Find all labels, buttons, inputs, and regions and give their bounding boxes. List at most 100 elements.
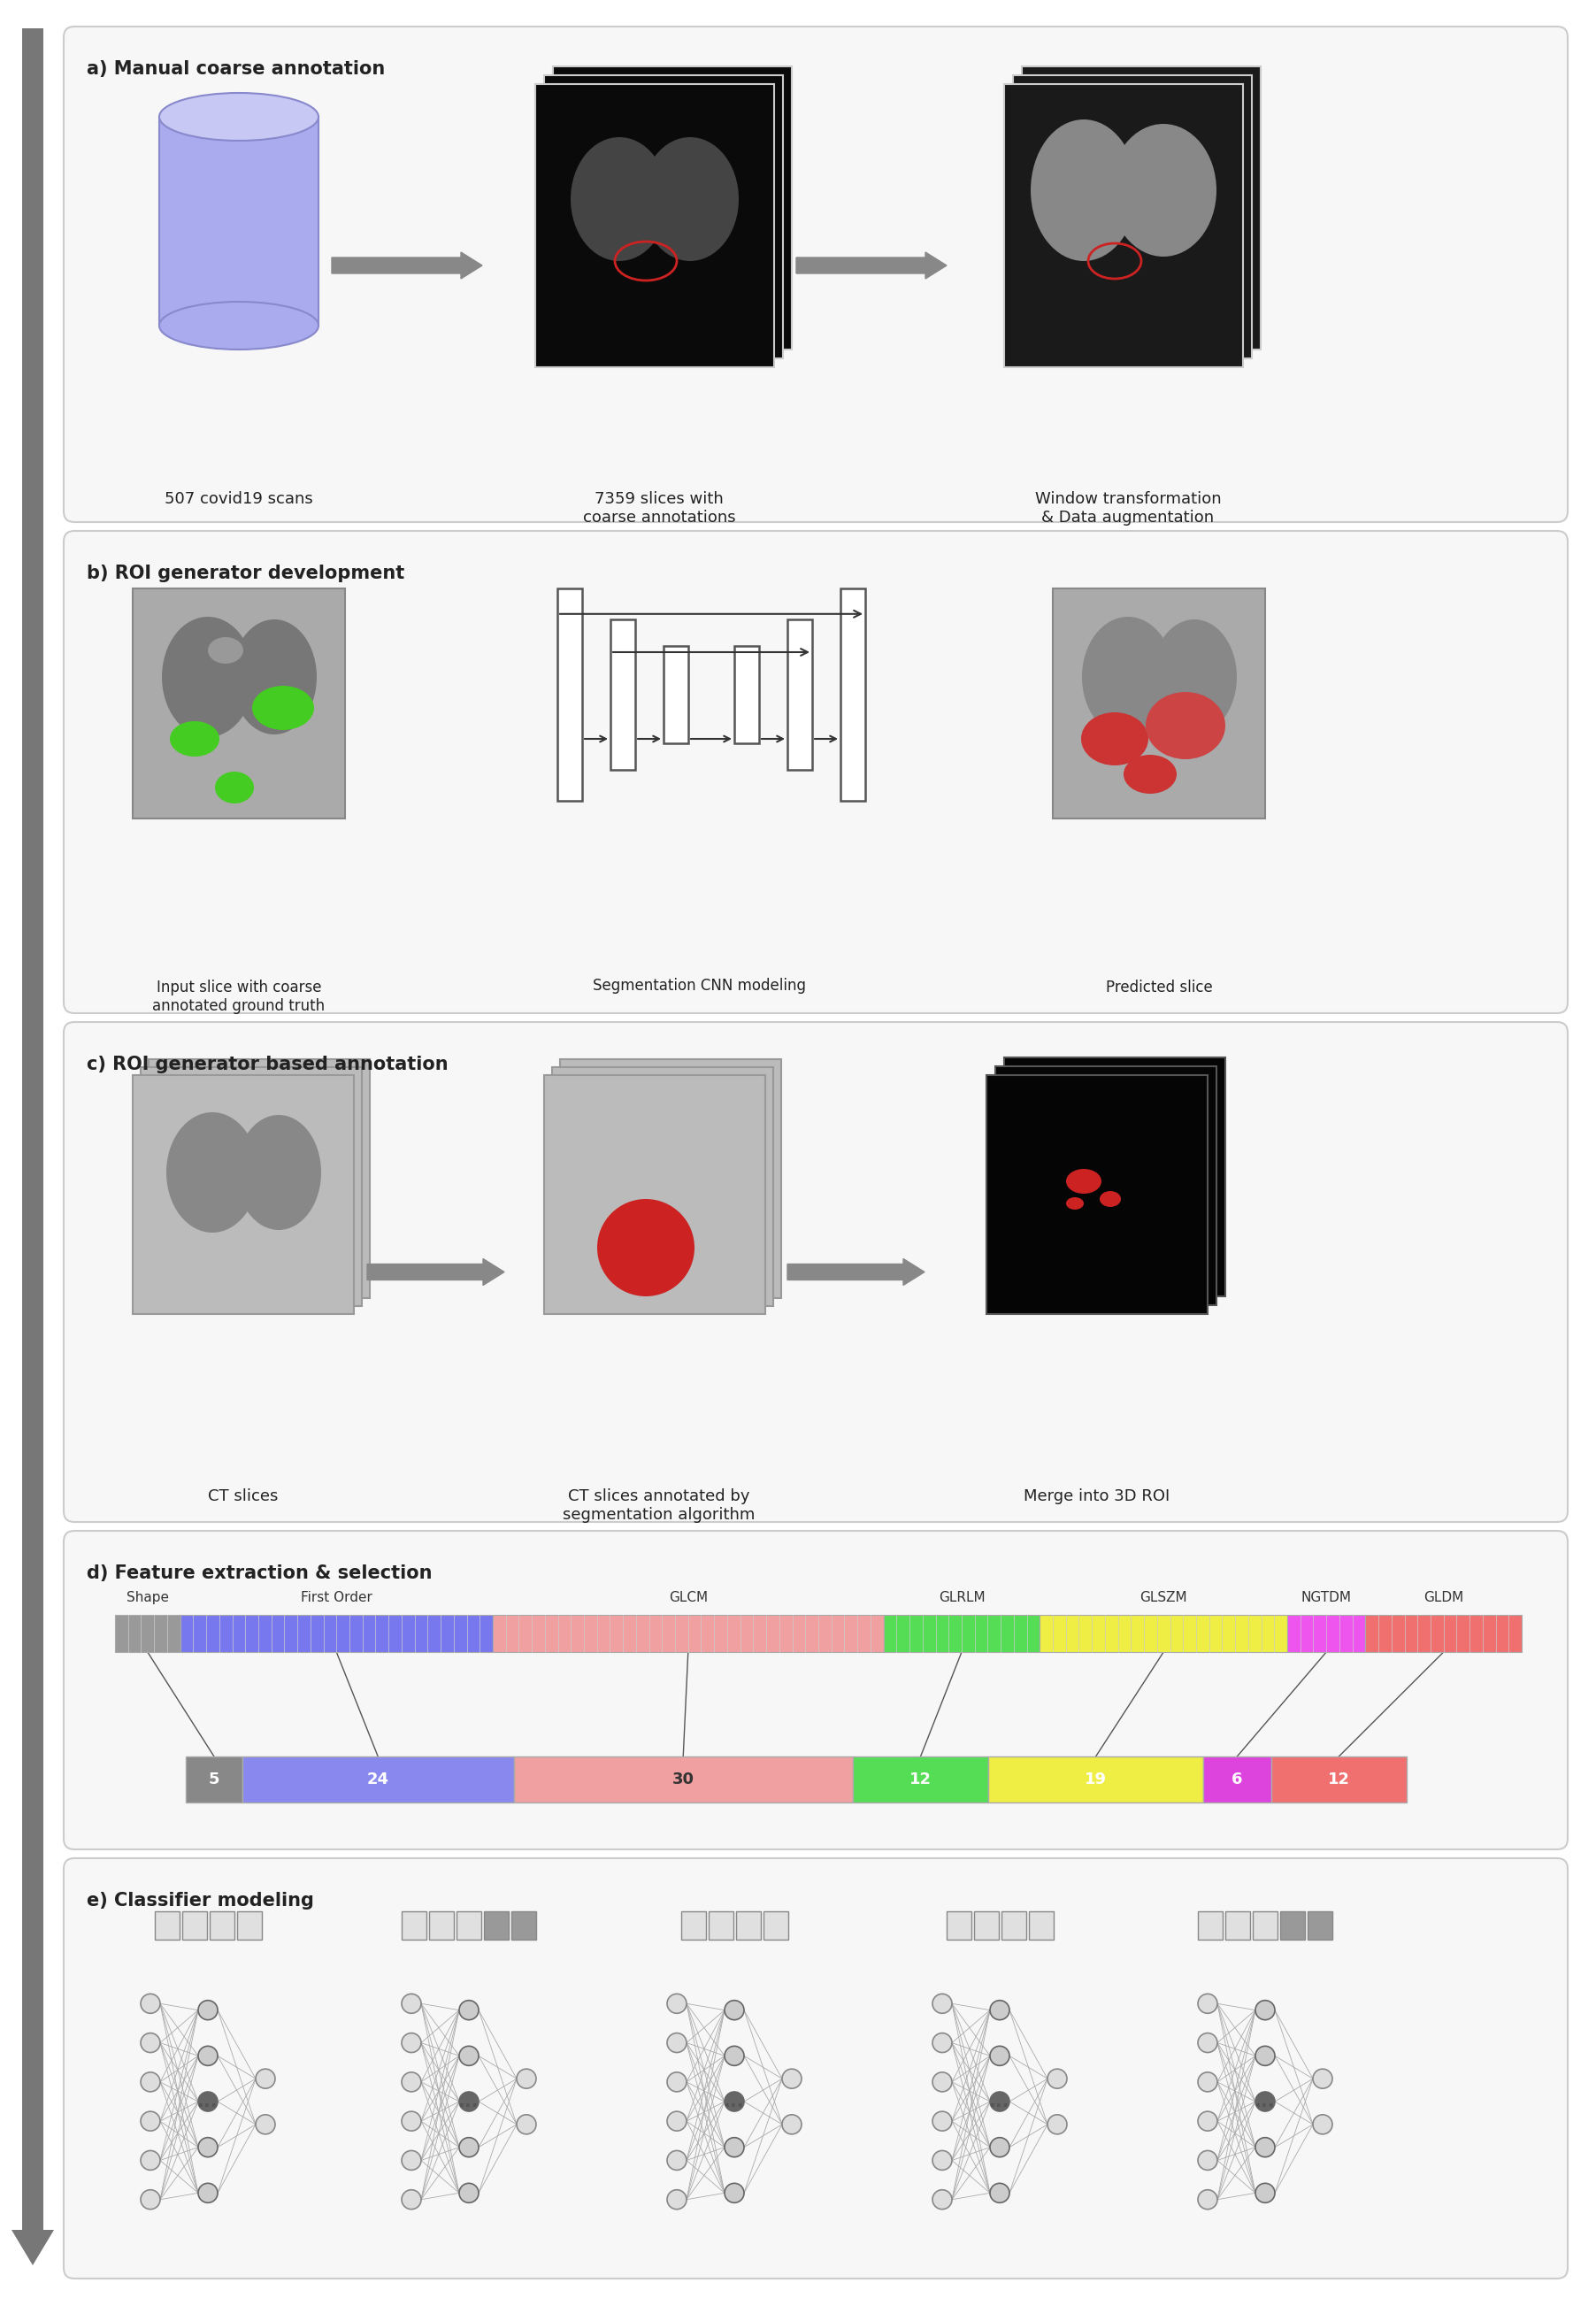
Circle shape [460,1999,479,2020]
Bar [402,1912,426,1940]
Circle shape [460,2183,479,2204]
Bar [884,1615,1039,1652]
Text: CT slices annotated by
segmentation algorithm: CT slices annotated by segmentation algo… [563,1489,755,1524]
Circle shape [725,1999,744,2020]
Circle shape [1199,2073,1218,2091]
Circle shape [932,2034,951,2052]
Text: First Order: First Order [300,1590,372,1604]
Bar [514,1756,852,1802]
Ellipse shape [1111,124,1216,257]
Bar [132,588,345,818]
Ellipse shape [597,1200,694,1296]
Bar [552,67,792,349]
Circle shape [782,2068,801,2089]
Text: e) Classifier modeling: e) Classifier modeling [86,1891,314,1910]
Bar [787,620,812,770]
Ellipse shape [642,138,739,262]
Ellipse shape [160,301,319,349]
Ellipse shape [231,620,316,735]
Bar [557,588,583,800]
Bar [560,1059,780,1298]
Ellipse shape [215,772,254,804]
Text: 30: 30 [672,1772,694,1788]
Circle shape [1047,2068,1068,2089]
Circle shape [460,2137,479,2158]
Circle shape [255,2068,275,2089]
Bar [544,76,784,358]
Circle shape [1256,2091,1275,2112]
Bar [1253,1912,1277,1940]
Polygon shape [332,253,482,278]
Bar [22,28,43,2229]
Bar [180,1615,493,1652]
Text: NGTDM: NGTDM [1301,1590,1352,1604]
Text: 19: 19 [1085,1772,1108,1788]
Ellipse shape [169,722,219,756]
Circle shape [140,1995,160,2013]
Bar [535,85,774,368]
Circle shape [990,2045,1009,2066]
Circle shape [725,2137,744,2158]
Bar [988,1756,1203,1802]
Circle shape [1256,1999,1275,2020]
Bar [132,1075,354,1314]
Circle shape [1314,2068,1333,2089]
Bar [1366,1615,1521,1652]
Ellipse shape [1082,616,1175,738]
Bar [841,588,865,800]
Circle shape [140,2190,160,2208]
Ellipse shape [1146,692,1226,758]
Text: ...: ... [1254,2093,1275,2110]
Circle shape [1199,2112,1218,2130]
Text: GLDM: GLDM [1424,1590,1464,1604]
Text: Merge into 3D ROI: Merge into 3D ROI [1025,1489,1170,1505]
Circle shape [667,2112,686,2130]
Circle shape [140,2151,160,2169]
Circle shape [198,2045,217,2066]
Circle shape [402,2034,421,2052]
Bar [974,1912,999,1940]
Bar [544,1075,764,1314]
Bar [1021,67,1261,349]
Bar [763,1912,788,1940]
Circle shape [932,2151,951,2169]
Ellipse shape [1066,1170,1101,1193]
Circle shape [198,2091,217,2112]
Text: 507 covid19 scans: 507 covid19 scans [164,492,313,508]
Circle shape [667,2073,686,2091]
Bar [209,1912,235,1940]
Circle shape [932,2112,951,2130]
Text: 24: 24 [367,1772,389,1788]
Bar [1226,1912,1250,1940]
Polygon shape [367,1259,504,1285]
Circle shape [990,2137,1009,2158]
Bar [185,1756,243,1802]
Text: 12: 12 [910,1772,932,1788]
Circle shape [990,1999,1009,2020]
Text: ...: ... [458,2093,479,2110]
Text: GLSZM: GLSZM [1140,1590,1187,1604]
Bar [493,1615,884,1652]
Circle shape [932,2190,951,2208]
Circle shape [932,2073,951,2091]
FancyBboxPatch shape [64,1859,1567,2280]
Bar [429,1912,453,1940]
Bar [1288,1615,1366,1652]
Bar [681,1912,705,1940]
Circle shape [932,1995,951,2013]
Ellipse shape [1152,620,1237,735]
Ellipse shape [161,616,254,738]
Circle shape [140,2073,160,2091]
Bar [115,1615,180,1652]
Circle shape [402,1995,421,2013]
Bar [1001,1912,1026,1940]
FancyBboxPatch shape [64,28,1567,522]
Bar [456,1912,482,1940]
Text: 7359 slices with
coarse annotations: 7359 slices with coarse annotations [583,492,736,526]
Bar [236,1912,262,1940]
Ellipse shape [1066,1197,1084,1209]
Polygon shape [796,253,946,278]
Bar [736,1912,760,1940]
Ellipse shape [166,1112,259,1232]
Polygon shape [787,1259,924,1285]
